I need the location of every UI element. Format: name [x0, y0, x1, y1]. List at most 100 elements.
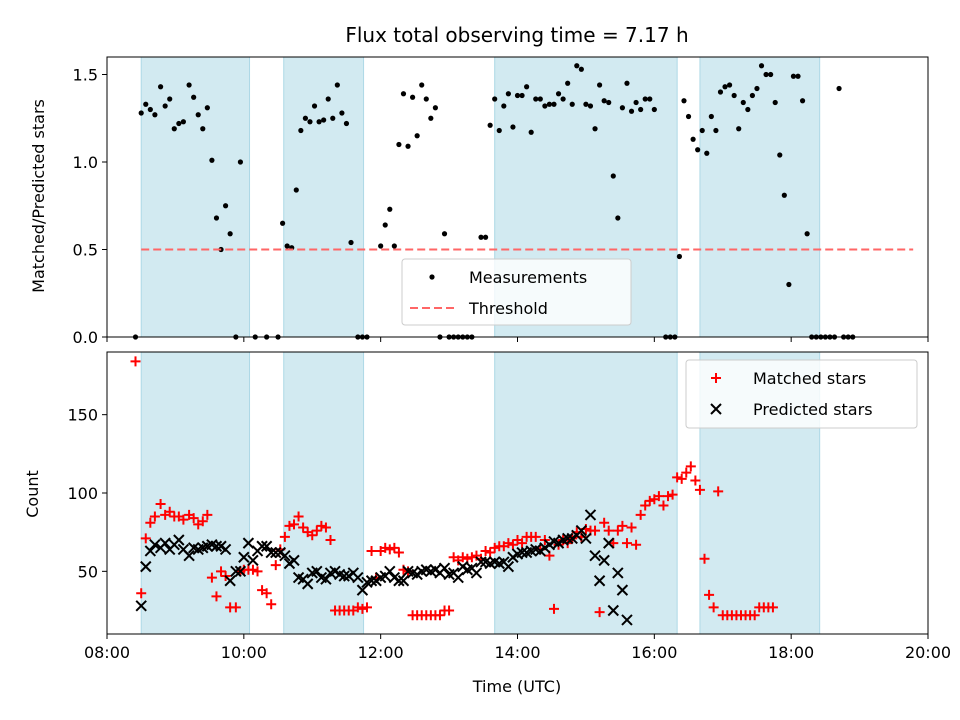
- predicted-stars-point: [607, 604, 619, 617]
- matched-stars-point: [694, 484, 705, 495]
- predicted-stars-point: [144, 545, 157, 557]
- top-measurement-point: [768, 71, 774, 78]
- legend-matched-swatch: [711, 373, 721, 383]
- matched-stars-point: [713, 486, 724, 497]
- top-measurement-point: [651, 106, 657, 113]
- top-measurement-point: [565, 80, 571, 86]
- top-measurement-point: [298, 127, 304, 134]
- matched-stars-point: [178, 514, 189, 525]
- matched-stars-point: [230, 602, 241, 613]
- predicted-stars-point: [234, 565, 247, 578]
- top-y-tick-label: 1.5: [73, 66, 98, 85]
- matched-stars-point: [590, 525, 601, 536]
- top-measurement-point: [492, 96, 498, 102]
- matched-stars-point: [676, 473, 687, 484]
- predicted-stars-point: [242, 537, 255, 549]
- top-measurement-point: [537, 96, 543, 102]
- top-measurement-point: [510, 124, 516, 130]
- top-measurement-point: [551, 101, 557, 107]
- top-measurement-point: [316, 119, 322, 125]
- top-measurement-point: [555, 91, 562, 97]
- top-measurement-point: [708, 113, 714, 120]
- matched-stars-point: [434, 610, 445, 621]
- predicted-stars-point: [603, 537, 615, 549]
- top-measurement-point: [722, 84, 728, 90]
- predicted-stars-point: [561, 532, 574, 545]
- predicted-stars-point: [365, 575, 378, 587]
- bottom-legend-box: [685, 359, 918, 429]
- predicted-stars-point: [260, 540, 273, 552]
- predicted-stars-point: [593, 575, 606, 587]
- matched-stars-point: [284, 520, 295, 531]
- matched-stars-point: [155, 498, 166, 509]
- matched-stars-point: [252, 566, 263, 577]
- predicted-stars-point: [452, 571, 464, 584]
- predicted-stars-point: [616, 584, 629, 596]
- predicted-stars-point: [183, 549, 195, 562]
- top-measurement-point: [583, 101, 589, 107]
- top-measurement-point: [441, 231, 448, 237]
- bottom-shaded-interval: [494, 351, 678, 635]
- matched-stars-point: [247, 564, 258, 575]
- matched-stars-point: [658, 500, 669, 511]
- top-measurement-point: [400, 91, 407, 97]
- matched-stars-point: [617, 520, 628, 531]
- top-measurement-point: [745, 106, 751, 113]
- top-shaded-interval: [140, 56, 251, 338]
- matched-stars-point: [681, 467, 692, 478]
- top-measurement-point: [685, 113, 692, 120]
- top-measurement-point: [713, 127, 719, 134]
- top-measurement-point: [419, 82, 425, 88]
- matched-stars-point: [653, 491, 664, 502]
- top-measurement-point: [642, 96, 648, 102]
- top-measurement-point: [597, 82, 603, 88]
- top-measurement-point: [749, 92, 755, 99]
- top-y-tick-label: 1.0: [73, 153, 98, 172]
- top-shaded-interval: [283, 56, 365, 338]
- predicted-stars-point: [279, 549, 291, 562]
- top-measurement-point: [610, 173, 616, 179]
- bottom-legend: Matched stars Predicted stars: [685, 359, 918, 429]
- top-measurement-point: [405, 143, 411, 149]
- matched-stars-point: [384, 544, 395, 555]
- matched-stars-point: [749, 610, 760, 621]
- top-measurement-point: [496, 127, 502, 134]
- predicted-stars-point: [580, 532, 592, 545]
- top-measurement-point: [152, 112, 158, 118]
- matched-stars-point: [140, 533, 151, 544]
- top-legend-label: Measurements: [469, 268, 587, 287]
- top-measurement-point: [302, 115, 309, 121]
- predicted-stars-point: [140, 560, 152, 573]
- matched-stars-point: [663, 491, 674, 502]
- top-measurement-point: [628, 108, 635, 114]
- bottom-panel: 50 100 150 08:00 10:00 12:00 14:00 16:00 18:00 20…: [67, 351, 951, 662]
- top-measurement-point: [191, 94, 197, 100]
- predicted-stars-point: [352, 571, 364, 584]
- matched-stars-point: [270, 560, 281, 571]
- top-y-tick-label: 0.5: [73, 241, 98, 260]
- matched-stars-point: [599, 517, 610, 528]
- top-measurement-point: [772, 99, 778, 106]
- top-measurement-point: [754, 85, 760, 92]
- matched-stars-point: [130, 356, 141, 367]
- bottom-y-tick-label: 50: [78, 562, 98, 581]
- top-measurement-point: [432, 105, 438, 111]
- top-y-tick-label: 0.0: [73, 328, 98, 347]
- top-measurement-point: [222, 203, 229, 209]
- top-measurement-point: [647, 96, 653, 102]
- matched-stars-point: [704, 589, 715, 600]
- predicted-stars-point: [224, 575, 236, 587]
- top-measurement-point: [524, 84, 530, 90]
- x-tick-label: 12:00: [358, 643, 404, 662]
- top-measurement-point: [786, 281, 792, 288]
- top-measurement-point: [546, 101, 553, 107]
- predicted-stars-point: [575, 524, 588, 537]
- top-measurement-point: [348, 239, 354, 246]
- top-measurement-point: [213, 215, 220, 221]
- matched-stars-point: [699, 553, 710, 564]
- top-measurement-point: [382, 222, 388, 228]
- bottom-y-axis-label: Count: [23, 470, 42, 518]
- top-legend: Measurements Threshold: [401, 258, 632, 326]
- top-measurement-point: [560, 96, 566, 102]
- top-measurement-point: [227, 231, 233, 237]
